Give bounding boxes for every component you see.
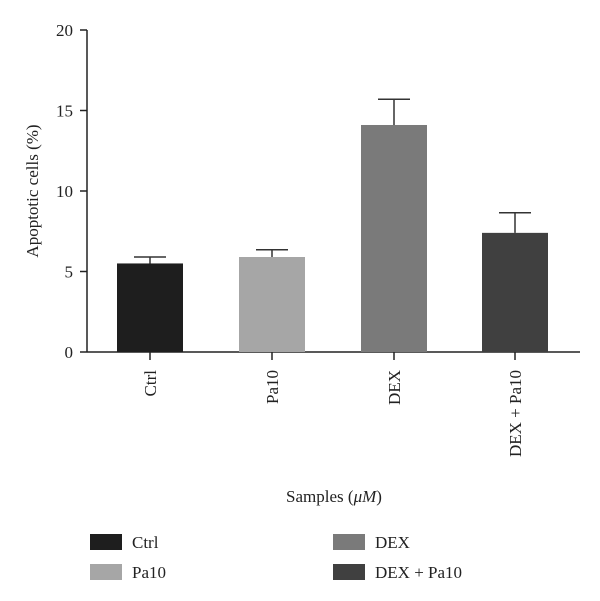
legend-swatch	[333, 534, 365, 550]
y-tick-label: 20	[56, 21, 73, 40]
legend-swatch	[90, 534, 122, 550]
x-axis-label: Samples (μM)	[286, 487, 382, 506]
error-bar	[256, 249, 288, 258]
bar	[239, 257, 305, 352]
error-bar	[499, 211, 531, 233]
y-ticks: 0 5 10 15 20	[56, 21, 87, 362]
legend-item: Ctrl	[90, 533, 159, 552]
x-tick-label: Ctrl	[141, 370, 160, 397]
bar	[482, 232, 548, 352]
legend-label: Ctrl	[132, 533, 159, 552]
y-tick-label: 0	[65, 343, 74, 362]
bar	[361, 124, 427, 353]
error-bar	[134, 256, 166, 264]
legend-label: Pa10	[132, 563, 166, 582]
error-bar	[378, 98, 410, 125]
x-ticks: Ctrl Pa10 DEX DEX + Pa10	[141, 352, 525, 457]
x-axis-label-end: )	[376, 487, 382, 506]
x-tick-label: DEX + Pa10	[506, 370, 525, 457]
legend-item: Pa10	[90, 563, 166, 582]
y-axis-label: Apoptotic cells (%)	[23, 124, 42, 257]
x-tick-label: Pa10	[263, 370, 282, 404]
legend-item: DEX + Pa10	[333, 563, 462, 582]
legend-item: DEX	[333, 533, 410, 552]
bar	[117, 263, 183, 352]
y-tick-label: 15	[56, 102, 73, 121]
y-tick-label: 5	[65, 263, 74, 282]
legend: Ctrl DEX Pa10 DEX + Pa10	[90, 533, 462, 582]
y-tick-label: 10	[56, 182, 73, 201]
legend-label: DEX	[375, 533, 410, 552]
x-axis-label-main: Samples (	[286, 487, 354, 506]
legend-label: DEX + Pa10	[375, 563, 462, 582]
x-axis-label-unit: μM	[353, 487, 378, 506]
error-bars	[134, 98, 531, 264]
legend-swatch	[333, 564, 365, 580]
legend-swatch	[90, 564, 122, 580]
bars	[117, 124, 548, 353]
x-tick-label: DEX	[385, 370, 404, 405]
